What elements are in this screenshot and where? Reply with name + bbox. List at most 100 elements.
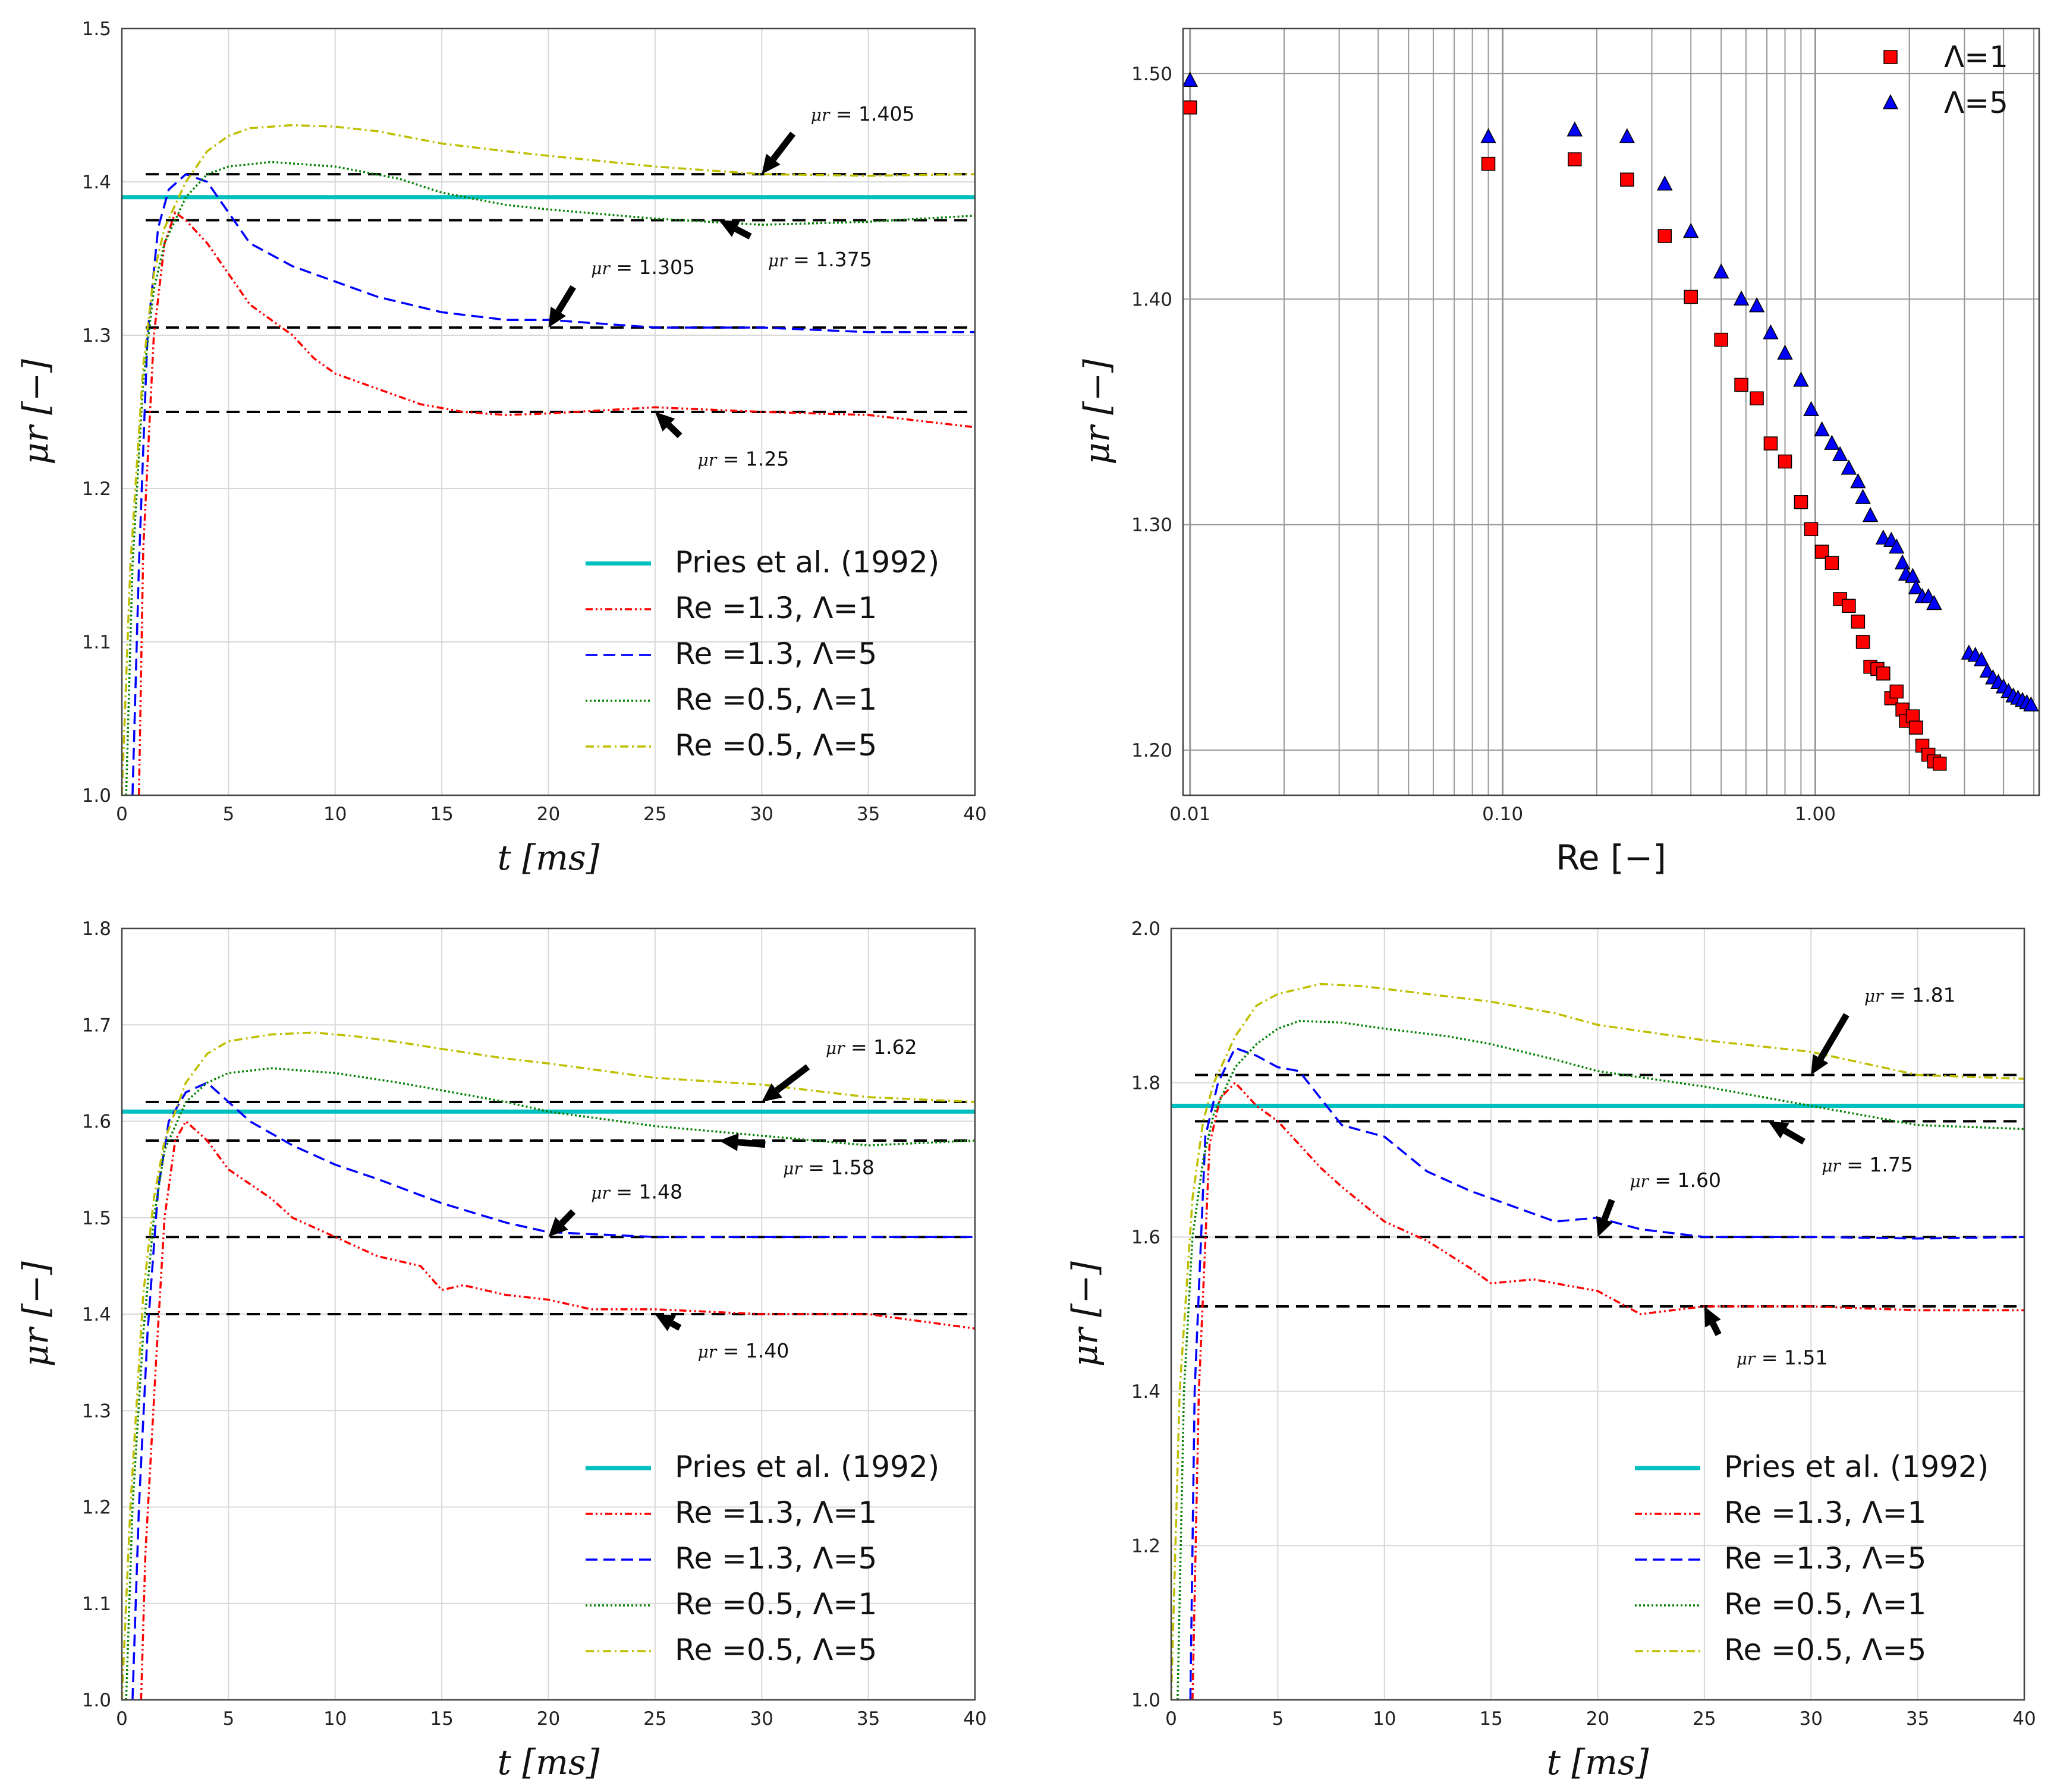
annotation-arrowhead — [1811, 1054, 1829, 1075]
data-point — [1778, 454, 1792, 469]
data-point — [1733, 290, 1750, 306]
annotation-arrowhead — [1768, 1121, 1789, 1139]
data-point — [1973, 651, 1990, 667]
legend-label: Re =1.3, Λ=1 — [675, 591, 877, 625]
data-point — [1657, 229, 1672, 243]
y-tick-label: 1.50 — [1131, 64, 1172, 85]
annotation-arrowhead — [1704, 1306, 1721, 1328]
annotation-label: μr = 1.51 — [1737, 1346, 1828, 1369]
data-point — [1480, 128, 1496, 143]
annotation-arrow — [1710, 1322, 1722, 1336]
plot-frame — [1170, 927, 2025, 1701]
annotation-arrow — [1601, 1198, 1615, 1221]
data-point — [1684, 289, 1698, 304]
y-tick-label: 1.2 — [82, 1497, 111, 1519]
annotation-symbol: μr — [591, 259, 611, 278]
x-tick-label: 5 — [223, 1708, 235, 1730]
grid — [1183, 29, 2039, 795]
annotation-arrowhead — [719, 1133, 739, 1151]
annotation-arrow — [1817, 1013, 1849, 1060]
annotation-arrow — [737, 1139, 766, 1148]
data-point — [1567, 121, 1583, 137]
x-tick-label: 5 — [223, 804, 235, 825]
annotation-label: μr = 1.25 — [698, 447, 789, 470]
plot-frame — [121, 27, 976, 796]
annotation-arrow — [670, 1320, 682, 1331]
plot-frame — [121, 927, 976, 1701]
annotation-label: μr = 1.375 — [768, 248, 872, 271]
x-tick-label: 25 — [643, 804, 666, 825]
annotation-value: = 1.75 — [1841, 1153, 1913, 1176]
series-square — [1183, 100, 1947, 771]
x-tick-label: 35 — [857, 1708, 880, 1730]
y-tick-label: 1.6 — [82, 1111, 111, 1133]
data-point — [1750, 391, 1764, 405]
plot-content — [1183, 71, 2039, 771]
data-point — [1825, 556, 1839, 570]
annotation-value: = 1.51 — [1755, 1346, 1827, 1369]
data-point — [1714, 332, 1728, 347]
legend: Pries et al. (1992) Re =1.3, Λ=1 Re =1.3, … — [586, 1450, 939, 1667]
data-point — [1841, 459, 1857, 475]
legend-label: Re =1.3, Λ=1 — [1724, 1495, 1926, 1530]
data-point — [1932, 757, 1947, 771]
data-point — [1657, 175, 1673, 191]
y-tick-label: 1.0 — [82, 1690, 111, 1711]
x-tick-label: 0 — [116, 1708, 128, 1730]
data-point — [1814, 421, 1830, 437]
annotation-symbol: μr — [591, 1183, 611, 1202]
y-tick-label: 1.3 — [82, 325, 111, 347]
data-point — [1183, 71, 1198, 87]
legend-label: Re =0.5, Λ=5 — [675, 1633, 877, 1667]
x-tick-label: 35 — [1906, 1708, 1929, 1730]
data-point — [1908, 579, 1924, 594]
y-tick-label: 1.8 — [1131, 1073, 1160, 1094]
y-tick-label: 1.7 — [82, 1015, 111, 1036]
data-point — [1855, 489, 1871, 504]
data-point — [1894, 554, 1911, 569]
x-axis-label: t [ms] — [498, 837, 600, 878]
plot-frame — [1182, 27, 2040, 796]
legend-label: Λ=1 — [1944, 40, 2008, 74]
annotation-label: μr = 1.48 — [591, 1180, 682, 1203]
x-tick-label: 10 — [323, 804, 347, 825]
series-line — [122, 124, 975, 795]
annotation-symbol: μr — [1864, 986, 1884, 1006]
annotation-value: = 1.58 — [802, 1156, 875, 1179]
annotation-symbol: μr — [768, 251, 788, 270]
data-point — [1850, 473, 1866, 489]
y-tick-label: 1.1 — [82, 1593, 111, 1615]
legend-label: Re =1.3, Λ=1 — [675, 1495, 877, 1530]
x-tick-label: 40 — [2012, 1708, 2036, 1730]
annotation-arrow — [666, 423, 682, 439]
chart-top-left: 0 5 10 15 20 25 30 35 40 1.0 1.1 1.2 1.3 1.4 1.5 μr = 1… — [15, 18, 987, 878]
x-tick-label: 0 — [116, 804, 128, 825]
annotation-value: = 1.60 — [1649, 1169, 1721, 1192]
legend-label: Re =0.5, Λ=5 — [675, 728, 877, 763]
x-tick-label: 0.01 — [1169, 804, 1210, 825]
series-line — [140, 1119, 975, 1700]
annotation-arrowhead — [719, 220, 740, 237]
series-line — [125, 160, 975, 795]
x-axis-label: Re [−] — [1556, 837, 1666, 878]
legend: Pries et al. (1992) Re =1.3, Λ=1 Re =1.3, … — [1635, 1450, 1989, 1667]
annotation-arrow — [770, 131, 796, 162]
annotation-symbol: μr — [826, 1038, 845, 1058]
chart-bottom-left: 0 5 10 15 20 25 30 35 40 1.0 1.1 1.2 1.3 1.4 1.5 1.6 1.7… — [15, 918, 987, 1782]
y-axis-label: μr [−] — [15, 1261, 56, 1367]
annotation-label: μr = 1.305 — [591, 256, 695, 279]
x-tick-label: 10 — [1373, 1708, 1396, 1730]
series-line — [1171, 982, 2024, 1700]
legend-label: Pries et al. (1992) — [675, 545, 939, 580]
x-tick-label: 5 — [1272, 1708, 1284, 1730]
y-tick-label: 1.40 — [1131, 289, 1172, 310]
y-tick-label: 1.2 — [82, 478, 111, 500]
data-point — [1568, 152, 1582, 166]
data-point — [1682, 222, 1699, 238]
annotation-label: μr = 1.60 — [1630, 1169, 1721, 1192]
data-point — [2023, 696, 2039, 711]
data-point — [1909, 720, 1923, 735]
data-point — [1748, 297, 1765, 313]
annotation-label: μr = 1.62 — [826, 1035, 917, 1059]
data-point — [1905, 568, 1921, 583]
